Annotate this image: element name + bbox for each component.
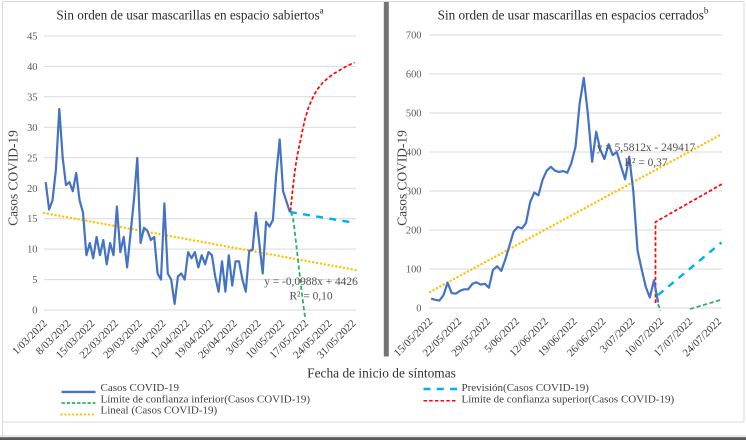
svg-text:5: 5 (32, 275, 37, 286)
svg-text:30: 30 (27, 123, 37, 134)
svg-text:Sin orden de usar mascarillas: Sin orden de usar mascarillas en espacio… (56, 6, 323, 23)
svg-text:10: 10 (27, 245, 37, 256)
svg-text:15: 15 (27, 214, 37, 225)
svg-text:20: 20 (27, 184, 37, 195)
svg-text:Sin orden de usar mascarillas: Sin orden de usar mascarillas en espacio… (438, 6, 709, 23)
svg-text:25: 25 (27, 153, 37, 164)
svg-text:y = 5,5812x - 249417: y = 5,5812x - 249417 (597, 142, 696, 154)
svg-text:35: 35 (27, 92, 37, 103)
svg-text:R² = 0,37: R² = 0,37 (624, 157, 667, 169)
svg-text:500: 500 (406, 109, 422, 120)
svg-text:700: 700 (406, 31, 422, 42)
svg-text:Lineal (Casos COVID-19): Lineal (Casos COVID-19) (101, 404, 218, 416)
svg-text:Casos COVID-19: Casos COVID-19 (395, 130, 410, 226)
svg-text:0: 0 (32, 306, 37, 317)
svg-text:Límite de confianza inferior(C: Límite de confianza inferior(Casos COVID… (101, 393, 311, 405)
svg-text:40: 40 (27, 62, 37, 73)
svg-text:200: 200 (406, 226, 422, 237)
svg-text:0: 0 (416, 304, 421, 315)
svg-text:Casos COVID-19: Casos COVID-19 (101, 382, 180, 394)
svg-text:Fecha de inicio de síntomas: Fecha de inicio de síntomas (307, 366, 456, 381)
svg-text:45: 45 (27, 32, 37, 43)
svg-text:300: 300 (406, 187, 422, 198)
svg-text:600: 600 (406, 70, 422, 81)
svg-text:100: 100 (406, 265, 422, 276)
svg-text:Previsión(Casos COVID-19): Previsión(Casos COVID-19) (462, 382, 590, 394)
svg-text:Límite de confianza superior(C: Límite de confianza superior(Casos COVID… (462, 394, 675, 406)
svg-text:400: 400 (406, 148, 422, 159)
svg-text:y = -0,0988x + 4426: y = -0,0988x + 4426 (264, 276, 358, 288)
svg-text:R² = 0,10: R² = 0,10 (289, 291, 332, 303)
svg-text:Casos COVID-19: Casos COVID-19 (6, 130, 21, 226)
